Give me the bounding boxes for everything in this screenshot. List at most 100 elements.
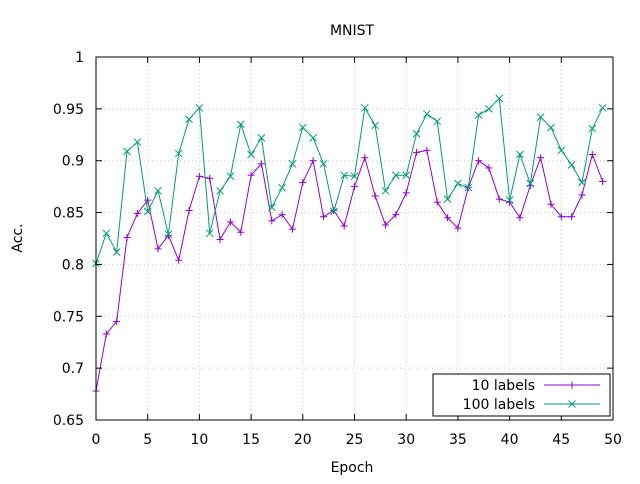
data-point-100-labels	[226, 172, 235, 181]
data-point-100-labels	[102, 229, 111, 238]
data-point-100-labels-d2	[392, 171, 400, 180]
data-point-10-labels	[257, 160, 265, 168]
data-point-10-labels	[309, 157, 317, 165]
data-point-100-labels-d2	[112, 248, 121, 256]
data-point-100-labels-d2	[298, 123, 307, 132]
data-point-100-labels	[485, 105, 493, 113]
data-point-10-labels	[516, 214, 524, 222]
data-point-100-labels-d2	[381, 186, 390, 195]
data-point-10-labels	[433, 198, 441, 206]
data-point-10-labels	[547, 200, 555, 208]
x-tick-label: 25	[346, 432, 364, 448]
x-tick-label: 5	[143, 432, 152, 448]
data-point-100-labels-d2	[257, 134, 266, 142]
legend-box	[432, 373, 611, 417]
data-point-10-labels	[599, 177, 607, 185]
data-point-10-labels	[382, 221, 390, 229]
data-point-100-labels	[516, 150, 524, 159]
x-tick-label: 50	[604, 432, 622, 448]
data-point-100-labels-d2	[350, 172, 359, 181]
data-point-10-labels	[226, 218, 234, 226]
data-point-100-labels	[412, 129, 421, 138]
series-100-labels	[92, 94, 607, 268]
data-point-100-labels	[423, 110, 431, 118]
data-point-100-labels	[536, 113, 545, 122]
data-point-100-labels	[143, 207, 152, 216]
data-point-10-labels	[392, 211, 400, 219]
data-point-100-labels-d2	[195, 103, 204, 112]
data-point-100-labels-d2	[578, 178, 586, 187]
data-point-100-labels-d2	[412, 129, 421, 138]
series-layer	[92, 94, 607, 395]
data-point-100-labels-d2	[505, 196, 514, 204]
data-point-100-labels	[340, 171, 349, 180]
data-point-100-labels-d2	[174, 149, 183, 158]
data-point-100-labels-d2	[164, 230, 173, 239]
data-point-100-labels	[474, 111, 483, 119]
data-point-100-labels-d2	[102, 229, 111, 238]
data-point-100-labels	[154, 186, 162, 195]
data-point-100-labels-d2	[247, 150, 255, 159]
y-tick-label: 0.95	[53, 102, 84, 118]
data-point-100-labels	[350, 172, 359, 181]
y-tick-label: 0.65	[53, 413, 84, 429]
data-point-10-labels	[195, 172, 203, 180]
data-point-10-labels	[402, 189, 410, 197]
data-point-100-labels	[216, 186, 224, 195]
legend-marker-10-labels	[568, 381, 576, 389]
data-point-100-labels-d2	[329, 207, 338, 216]
data-point-100-labels-d2	[319, 159, 328, 168]
data-point-100-labels	[329, 207, 338, 216]
data-point-10-labels	[495, 195, 503, 203]
data-point-100-labels-d2	[236, 120, 245, 129]
data-point-100-labels	[288, 159, 297, 168]
data-point-100-labels	[526, 179, 535, 188]
legend-label-100-labels: 100 labels	[463, 397, 535, 413]
data-point-10-labels	[413, 148, 421, 156]
data-point-100-labels-d2	[143, 207, 152, 216]
data-point-100-labels	[174, 149, 183, 158]
data-point-100-labels	[371, 121, 380, 130]
x-tick-label: 35	[449, 432, 467, 448]
legend-marker-100-labels-d2	[568, 400, 576, 408]
y-tick-label: 0.85	[53, 206, 84, 222]
data-point-100-labels-d2	[185, 115, 193, 124]
data-point-10-labels	[568, 213, 576, 221]
x-tick-label: 15	[242, 432, 260, 448]
data-point-100-labels	[443, 195, 452, 203]
data-point-100-labels-d2	[598, 103, 607, 112]
data-point-10-labels	[340, 222, 348, 230]
data-point-10-labels	[102, 330, 110, 338]
y-tick-label: 0.7	[62, 361, 84, 377]
data-point-10-labels	[247, 171, 255, 179]
x-tick-label: 10	[190, 432, 208, 448]
data-point-100-labels-d2	[485, 105, 493, 113]
data-point-10-labels	[175, 256, 183, 264]
data-point-100-labels-d2	[547, 123, 555, 132]
data-point-100-labels	[247, 150, 255, 159]
data-point-100-labels	[195, 103, 204, 112]
data-point-100-labels	[464, 183, 473, 192]
data-point-10-labels	[288, 225, 296, 233]
x-tick-label: 45	[552, 432, 570, 448]
legend-label-10-labels: 10 labels	[472, 378, 535, 394]
data-point-10-labels	[319, 213, 327, 221]
y-tick-label: 1	[75, 50, 84, 66]
data-point-100-labels-d2	[557, 146, 566, 155]
grid	[96, 57, 613, 420]
data-point-100-labels	[267, 203, 276, 212]
data-point-100-labels	[505, 196, 514, 204]
data-point-100-labels-d2	[588, 124, 597, 133]
data-point-10-labels	[216, 236, 224, 244]
data-point-10-labels	[113, 317, 121, 325]
series-line-10-labels	[95, 149, 604, 392]
data-point-100-labels	[133, 138, 142, 146]
legend: 10 labels 100 labels	[432, 373, 611, 417]
data-point-100-labels	[557, 146, 566, 155]
data-point-10-labels	[588, 150, 596, 158]
data-point-10-labels	[278, 211, 286, 219]
data-point-10-labels	[185, 206, 193, 214]
chart-title: MNIST	[330, 23, 375, 39]
